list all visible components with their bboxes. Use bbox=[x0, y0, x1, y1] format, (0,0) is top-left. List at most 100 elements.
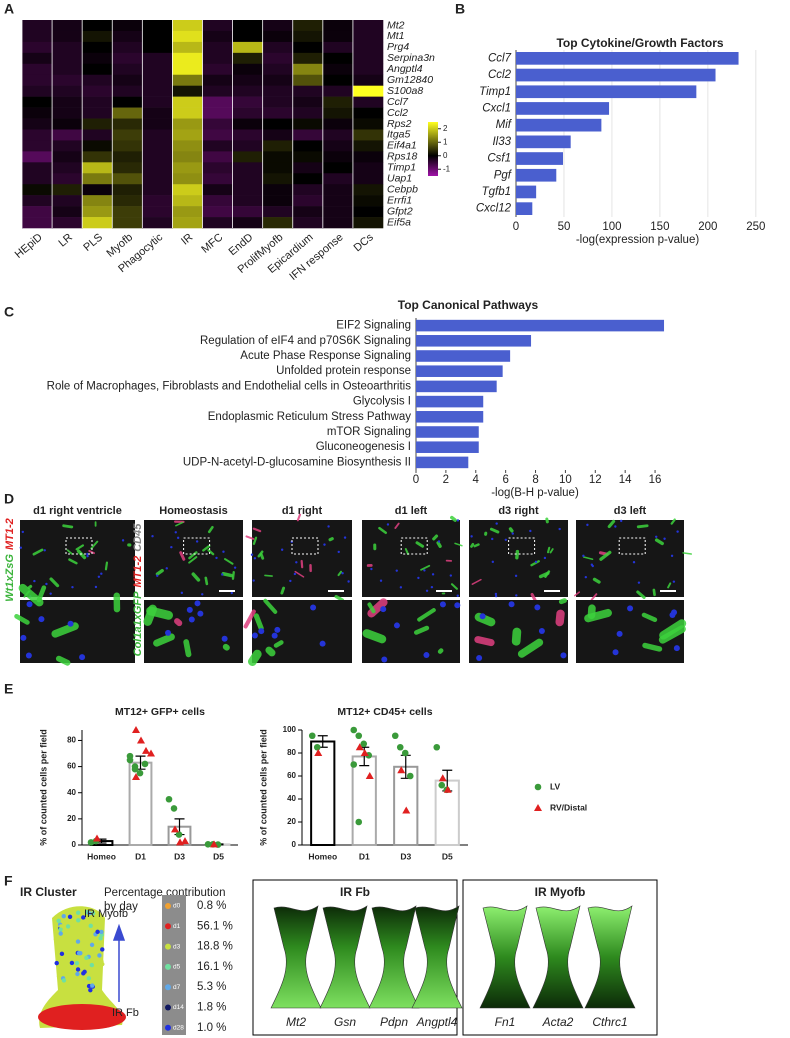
umap-point bbox=[82, 969, 87, 975]
y-tick-label: 40 bbox=[287, 794, 296, 803]
heat-cell bbox=[232, 118, 263, 130]
column-header: d1 right bbox=[282, 505, 323, 517]
y-tick-label: Rps2 bbox=[387, 118, 412, 130]
heat-cell bbox=[22, 184, 53, 196]
colorbar-label: -1 bbox=[443, 164, 451, 173]
heat-cell bbox=[292, 173, 324, 185]
legend-marker bbox=[534, 804, 542, 811]
heat-cell bbox=[52, 20, 83, 32]
nucleus bbox=[258, 628, 265, 635]
heat-cell bbox=[142, 85, 173, 97]
panel-letter: A bbox=[4, 1, 14, 17]
nucleus bbox=[514, 574, 518, 578]
bar bbox=[416, 426, 479, 438]
nucleus bbox=[591, 564, 594, 568]
umap-point bbox=[61, 978, 67, 983]
point bbox=[132, 773, 140, 781]
nucleus bbox=[663, 537, 666, 540]
cell-signal bbox=[243, 609, 256, 629]
umap-point bbox=[87, 911, 92, 916]
cell-signal bbox=[273, 640, 284, 648]
cell-signal bbox=[204, 576, 209, 586]
cell-signal bbox=[32, 548, 44, 556]
heat-cell bbox=[232, 52, 263, 65]
nucleus bbox=[627, 605, 634, 612]
heat-cell bbox=[352, 151, 384, 163]
y-tick-label: Gfpt2 bbox=[387, 205, 413, 217]
nucleus bbox=[616, 630, 623, 637]
point bbox=[396, 743, 404, 751]
category-label: Mif bbox=[496, 119, 513, 131]
heat-cell bbox=[22, 206, 53, 218]
heat-cell bbox=[262, 140, 294, 152]
heat-cell bbox=[292, 20, 324, 32]
heat-cell bbox=[202, 184, 233, 196]
column-header: d1 left bbox=[395, 505, 428, 517]
nucleus bbox=[250, 553, 254, 556]
heat-cell bbox=[352, 129, 384, 141]
colorbar-label: 1 bbox=[443, 137, 448, 146]
x-tick-label: D1 bbox=[135, 851, 146, 861]
category-label: UDP-N-acetyl-D-glucosamine Biosynthesis … bbox=[183, 456, 411, 468]
x-tick-label: 12 bbox=[589, 474, 602, 486]
cell-signal bbox=[207, 548, 215, 556]
heat-cell bbox=[172, 30, 203, 43]
cell-signal bbox=[592, 577, 601, 584]
heat-cell bbox=[292, 63, 324, 76]
bar bbox=[416, 441, 479, 453]
cell-signal bbox=[202, 544, 211, 552]
nucleus bbox=[174, 531, 177, 534]
y-tick-label: 20 bbox=[67, 814, 76, 823]
umap-feature bbox=[532, 905, 584, 1009]
point bbox=[360, 749, 369, 756]
x-tick-label: 200 bbox=[698, 221, 717, 233]
heat-cell bbox=[352, 20, 384, 32]
heat-cell bbox=[52, 217, 83, 229]
nucleus bbox=[222, 550, 225, 553]
heat-cell bbox=[292, 140, 324, 152]
cell-signal bbox=[174, 618, 183, 627]
x-tick-label: DCs bbox=[352, 231, 376, 254]
feature-title: IR Fb bbox=[340, 885, 370, 899]
heat-cell bbox=[82, 195, 113, 207]
nucleus bbox=[343, 536, 347, 539]
heat-cell bbox=[52, 195, 83, 207]
bar bbox=[516, 152, 564, 165]
nucleus bbox=[670, 554, 674, 558]
cell-signal bbox=[573, 591, 581, 597]
nucleus bbox=[43, 549, 46, 552]
heat-cell bbox=[322, 85, 354, 97]
heat-cell bbox=[82, 129, 113, 141]
category-label: EIF2 Signaling bbox=[336, 320, 411, 332]
cell-signal bbox=[545, 517, 549, 524]
side-label-part: MT1-2 bbox=[132, 556, 144, 588]
bar bbox=[416, 411, 484, 423]
point bbox=[93, 834, 101, 842]
category-label: Pgf bbox=[494, 169, 513, 181]
heat-cell bbox=[322, 74, 354, 86]
legend-label: d3 bbox=[173, 943, 181, 950]
umap-point bbox=[56, 918, 61, 923]
heat-cell bbox=[112, 118, 143, 130]
nucleus bbox=[215, 556, 218, 560]
cell-signal bbox=[337, 570, 343, 577]
heat-cell bbox=[232, 162, 263, 174]
zoom-box bbox=[400, 537, 428, 555]
nucleus bbox=[538, 627, 545, 634]
y-tick-label: 60 bbox=[67, 762, 76, 771]
heat-cell bbox=[232, 85, 263, 97]
heat-cell bbox=[82, 206, 113, 218]
category-label: Csf1 bbox=[487, 153, 511, 165]
category-label: Acute Phase Response Signaling bbox=[240, 350, 411, 362]
heat-cell bbox=[172, 85, 203, 97]
heat-cell bbox=[172, 140, 203, 152]
heat-cell bbox=[112, 217, 143, 229]
nucleus bbox=[417, 576, 420, 580]
cell-signal bbox=[231, 571, 235, 580]
side-label: Col1a1xGFP MT1-2 CD45 bbox=[132, 523, 144, 657]
nucleus bbox=[293, 572, 297, 576]
category-label: mTOR Signaling bbox=[327, 426, 411, 438]
heat-cell bbox=[22, 63, 53, 76]
cell-signal bbox=[530, 592, 537, 603]
heat-cell bbox=[112, 85, 143, 97]
